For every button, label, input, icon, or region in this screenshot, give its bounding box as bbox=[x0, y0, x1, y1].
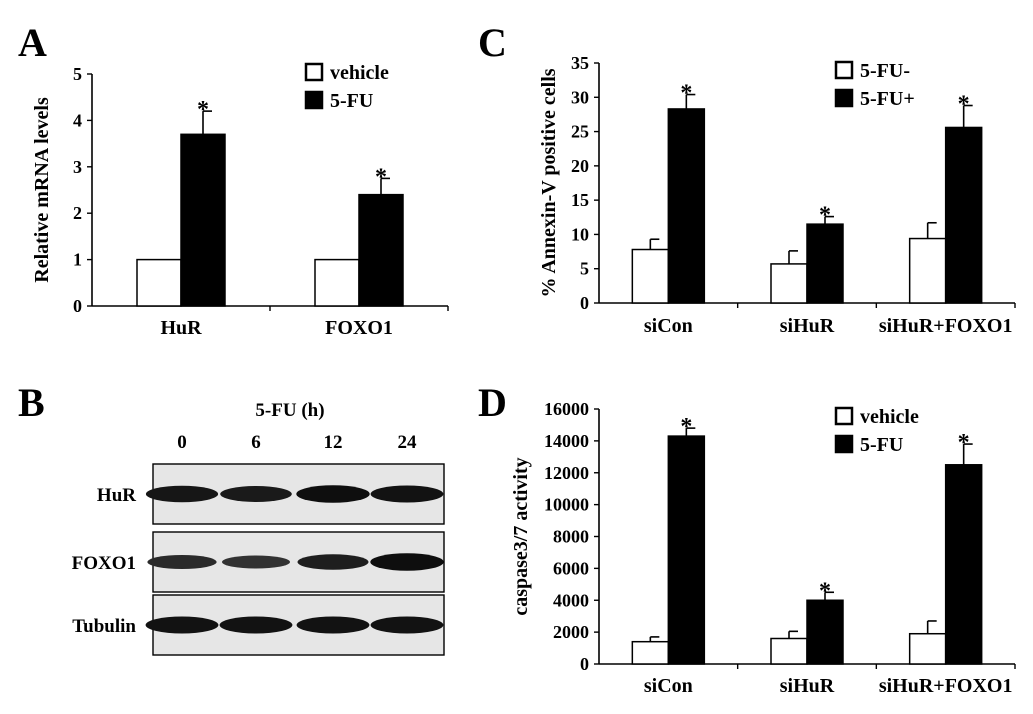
blot-row-label: HuR bbox=[97, 485, 136, 506]
blot-band bbox=[219, 616, 293, 634]
y-tick-label: 4000 bbox=[553, 590, 589, 610]
blot-band bbox=[222, 555, 290, 569]
legend-label: 5-FU+ bbox=[860, 88, 915, 110]
y-tick-label: 16000 bbox=[544, 399, 589, 419]
significance-marker: * bbox=[958, 92, 970, 118]
y-tick-label: 5 bbox=[580, 259, 589, 279]
blot-band bbox=[296, 616, 370, 634]
bar bbox=[631, 640, 670, 665]
chart-relative-mrna: 0 1 2 3 4 5 Relative mRNA levels HuR * FOXO1 * vehi… bbox=[31, 62, 449, 339]
legend-label: 5-FU bbox=[860, 434, 903, 456]
blot-treatment-label: 5-FU (h) bbox=[255, 400, 324, 421]
blot-band bbox=[370, 485, 444, 503]
legend-swatch bbox=[304, 62, 324, 82]
bar bbox=[314, 258, 360, 307]
bar bbox=[136, 258, 182, 307]
panel-letter-a: A bbox=[18, 20, 47, 65]
y-axis-label: % Annexin-V positive cells bbox=[538, 68, 560, 297]
bar bbox=[358, 193, 404, 307]
x-category-label: siHuR bbox=[780, 315, 835, 337]
bar bbox=[667, 435, 706, 665]
bar bbox=[667, 108, 706, 304]
significance-marker: * bbox=[680, 414, 692, 440]
y-tick-label: 2 bbox=[73, 203, 82, 223]
x-category-label: siHuR+FOXO1 bbox=[879, 315, 1013, 337]
panel-letter-b: B bbox=[18, 380, 45, 425]
y-tick-label: 10 bbox=[571, 224, 589, 244]
bar bbox=[806, 223, 844, 304]
legend-swatch bbox=[834, 60, 854, 80]
significance-marker: * bbox=[680, 81, 692, 107]
y-tick-label: 2000 bbox=[553, 622, 589, 642]
y-axis-label: Relative mRNA levels bbox=[31, 97, 53, 283]
y-tick-label: 5 bbox=[73, 64, 82, 84]
bar bbox=[806, 599, 844, 665]
blot-band bbox=[296, 485, 370, 503]
bar bbox=[631, 248, 670, 304]
y-tick-label: 0 bbox=[580, 293, 589, 313]
chart-annexin-v: 0 5 10 15 20 25 30 35 % Annexin-V positive cells… bbox=[538, 53, 1016, 337]
blot-timepoint-label: 24 bbox=[398, 432, 418, 453]
x-category-label: FOXO1 bbox=[325, 317, 393, 339]
bar bbox=[770, 263, 808, 304]
legend-swatch bbox=[834, 406, 854, 426]
legend-swatch bbox=[834, 88, 854, 108]
y-tick-label: 35 bbox=[571, 53, 589, 73]
blot-band bbox=[370, 616, 444, 634]
significance-marker: * bbox=[819, 578, 831, 604]
y-tick-label: 20 bbox=[571, 156, 589, 176]
x-category-label: HuR bbox=[160, 317, 202, 339]
legend-label: 5-FU- bbox=[860, 60, 910, 82]
blot-band bbox=[220, 486, 292, 502]
y-tick-label: 15 bbox=[571, 190, 589, 210]
significance-marker: * bbox=[819, 203, 831, 229]
blot-row-label: Tubulin bbox=[72, 616, 136, 637]
y-tick-label: 3 bbox=[73, 157, 82, 177]
y-axis-label: caspase3/7 activity bbox=[510, 457, 532, 615]
y-tick-label: 25 bbox=[571, 122, 589, 142]
blot-band bbox=[145, 485, 219, 503]
x-category-label: siCon bbox=[644, 315, 693, 337]
blot-timepoint-label: 12 bbox=[324, 432, 343, 453]
y-tick-label: 0 bbox=[580, 654, 589, 674]
bar bbox=[944, 464, 983, 665]
y-tick-label: 30 bbox=[571, 87, 589, 107]
y-tick-label: 1 bbox=[73, 250, 82, 270]
significance-marker: * bbox=[197, 97, 209, 123]
x-category-label: siCon bbox=[644, 675, 693, 697]
y-tick-label: 4 bbox=[73, 110, 82, 130]
chart-caspase-activity: 0 2000 4000 6000 8000 10000 12000 14000 16000 cas… bbox=[510, 399, 1016, 697]
blot-row-label: FOXO1 bbox=[72, 553, 136, 574]
panel-letter-c: C bbox=[478, 20, 507, 65]
bar bbox=[908, 237, 947, 304]
y-tick-label: 10000 bbox=[544, 495, 589, 515]
legend-label: vehicle bbox=[330, 62, 389, 84]
bar bbox=[770, 637, 808, 665]
y-tick-label: 0 bbox=[73, 296, 82, 316]
western-blot: 5-FU (h) 0 6 12 24 HuR FOXO1 Tubulin bbox=[72, 400, 445, 656]
y-tick-label: 14000 bbox=[544, 431, 589, 451]
bar bbox=[908, 632, 947, 665]
blot-timepoint-label: 6 bbox=[251, 432, 261, 453]
legend-swatch bbox=[304, 90, 324, 110]
legend-swatch bbox=[834, 434, 854, 454]
blot-band bbox=[147, 555, 217, 569]
legend-label: vehicle bbox=[860, 406, 919, 428]
y-tick-label: 12000 bbox=[544, 463, 589, 483]
blot-band bbox=[297, 554, 369, 570]
significance-marker: * bbox=[958, 430, 970, 456]
y-tick-label: 8000 bbox=[553, 527, 589, 547]
significance-marker: * bbox=[375, 164, 387, 190]
blot-band bbox=[145, 616, 219, 634]
y-tick-label: 6000 bbox=[553, 558, 589, 578]
legend-label: 5-FU bbox=[330, 90, 373, 112]
bar bbox=[944, 126, 983, 304]
panel-letter-d: D bbox=[478, 380, 507, 425]
x-category-label: siHuR bbox=[780, 675, 835, 697]
blot-timepoint-label: 0 bbox=[177, 432, 187, 453]
x-category-label: siHuR+FOXO1 bbox=[879, 675, 1013, 697]
blot-band bbox=[370, 553, 444, 571]
bar bbox=[180, 133, 226, 307]
